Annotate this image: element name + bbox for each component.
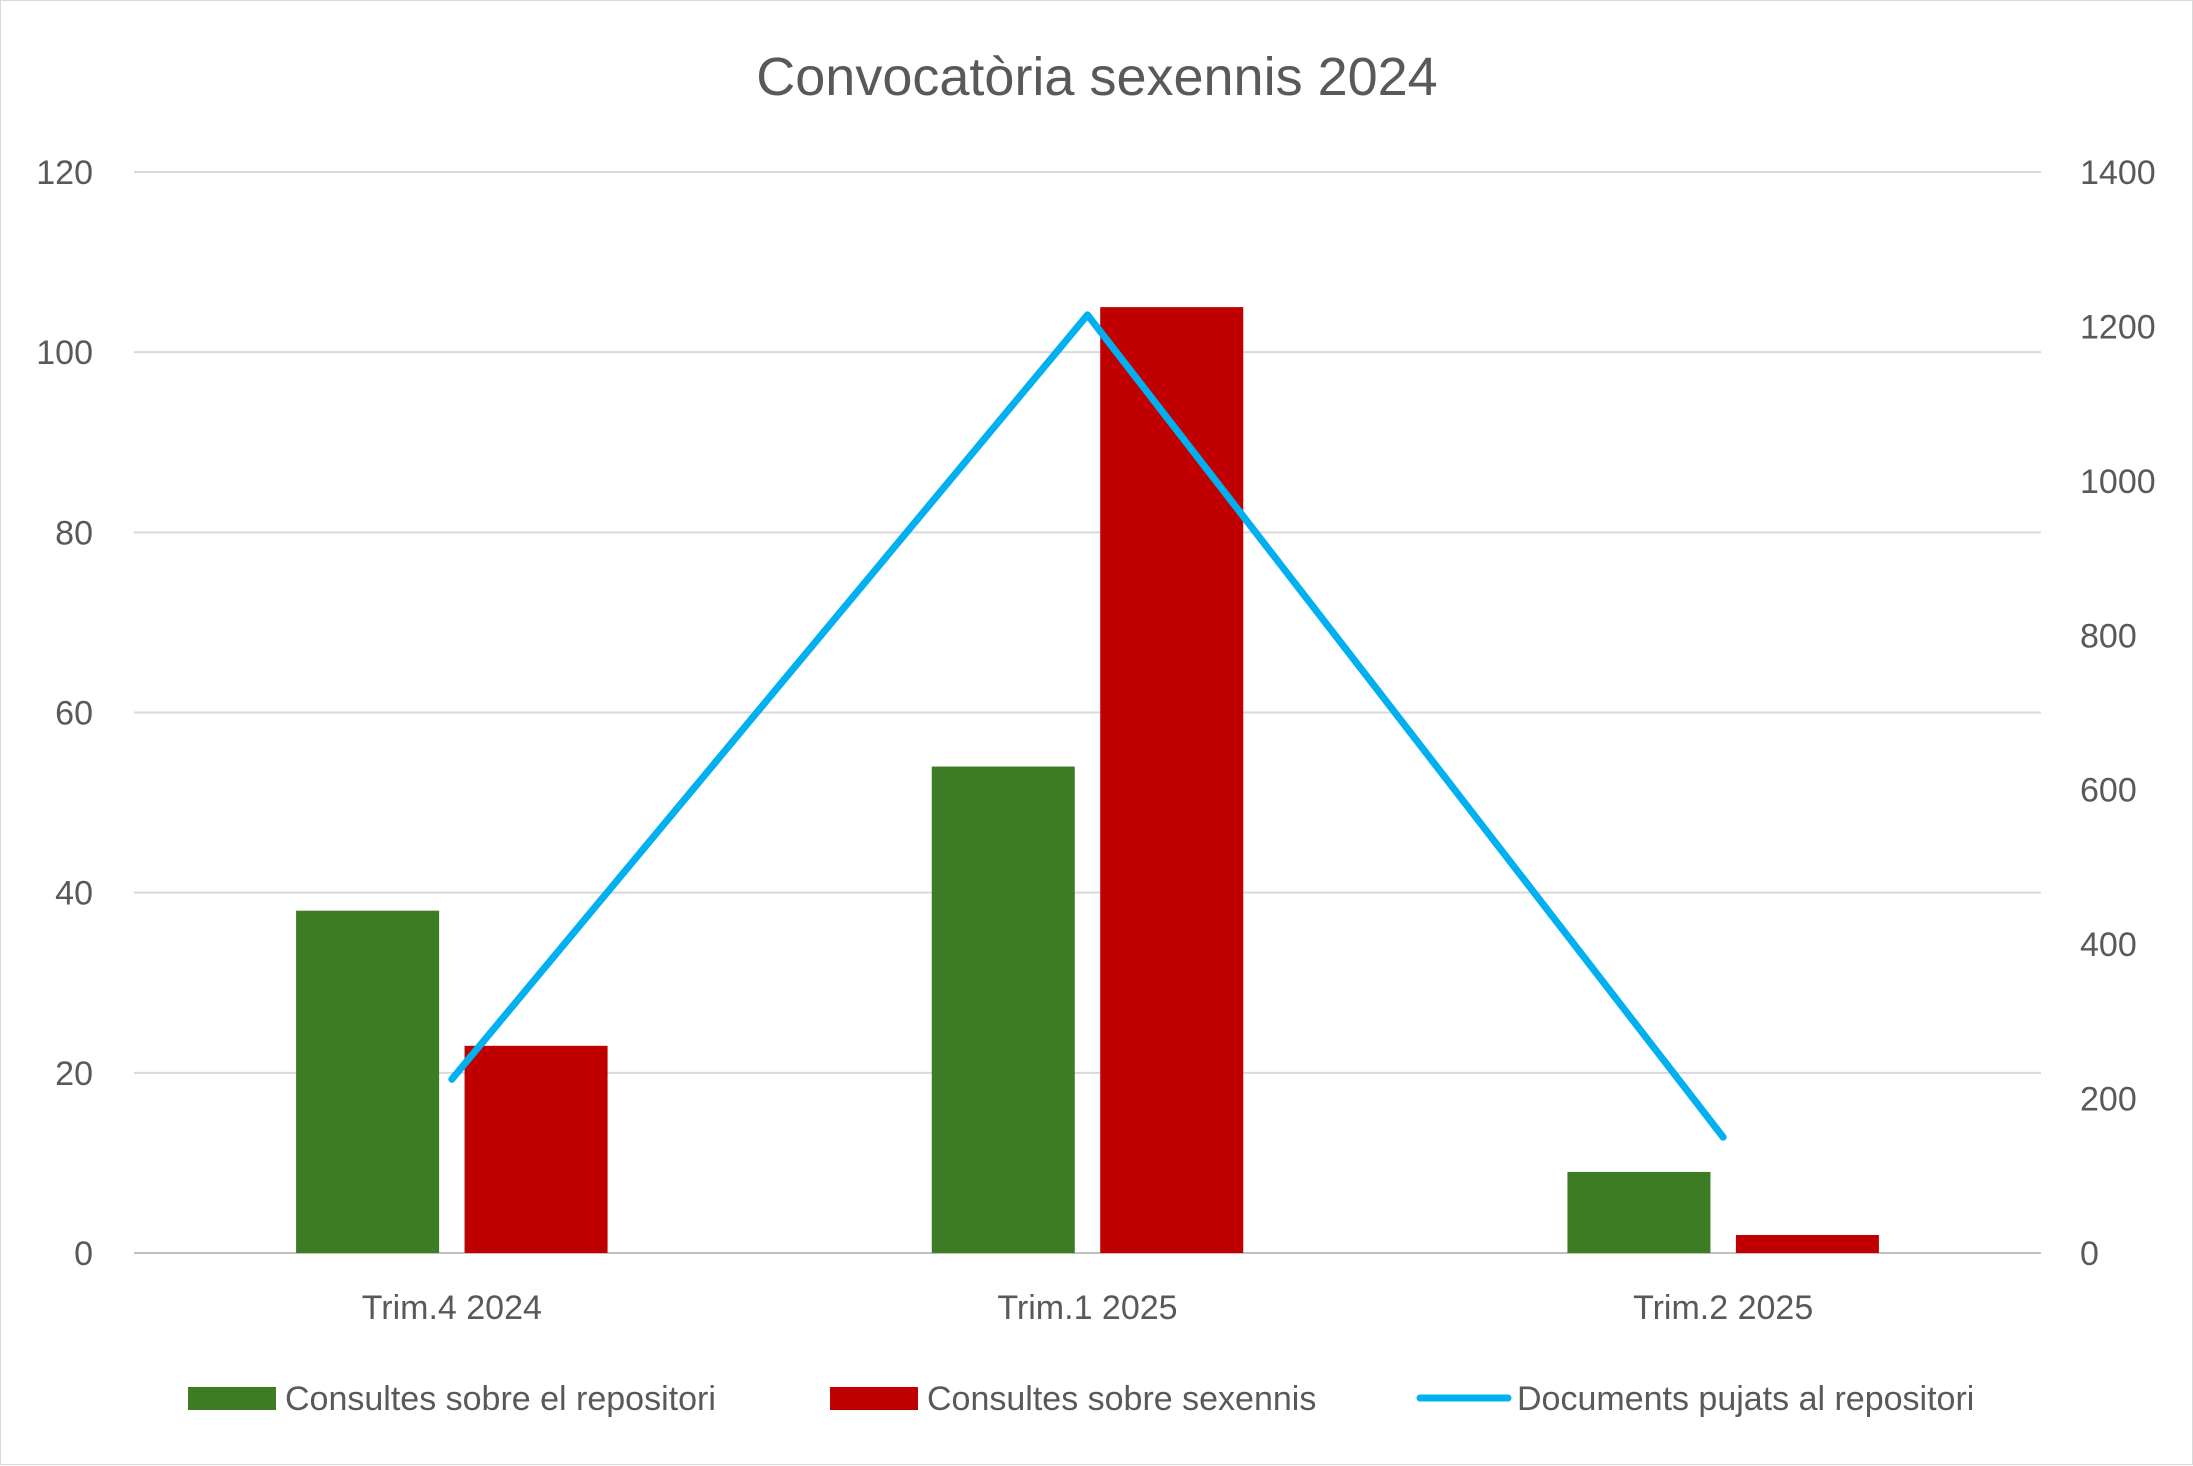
y-left-tick-label: 0 (74, 1235, 93, 1273)
legend-swatch (830, 1387, 918, 1410)
chart-title: Convocatòria sexennis 2024 (756, 47, 1437, 107)
bar (464, 1045, 608, 1253)
legend-label: Consultes sobre sexennis (927, 1380, 1316, 1418)
y-axis-left: 0 20 40 60 80 100 120 (36, 154, 93, 1273)
legend: Consultes sobre el repositori Consultes s… (188, 1380, 1974, 1418)
x-tick-label: Trim.4 2024 (362, 1289, 542, 1327)
y-right-tick-label: 600 (2080, 772, 2137, 810)
y-right-tick-label: 1000 (2080, 463, 2156, 501)
line-series (448, 311, 1727, 1141)
bar (1100, 307, 1244, 1253)
y-right-tick-label: 200 (2080, 1081, 2137, 1119)
y-left-tick-label: 20 (55, 1055, 93, 1093)
y-right-tick-label: 1200 (2080, 308, 2156, 346)
series-line (448, 311, 1727, 1141)
y-left-tick-label: 60 (55, 695, 93, 733)
legend-swatch (188, 1387, 276, 1410)
bar (296, 910, 440, 1253)
x-tick-label: Trim.2 2025 (1633, 1289, 1813, 1327)
gridlines (134, 171, 2041, 1254)
y-right-tick-label: 1400 (2080, 154, 2156, 192)
y-left-tick-label: 80 (55, 514, 93, 552)
legend-label: Consultes sobre el repositori (285, 1380, 716, 1418)
bar (1735, 1234, 1879, 1253)
bars (296, 307, 1879, 1253)
y-right-tick-label: 0 (2080, 1235, 2099, 1273)
x-axis: Trim.4 2024 Trim.1 2025 Trim.2 2025 (362, 1289, 1813, 1327)
bar (931, 766, 1075, 1253)
bar (1567, 1171, 1711, 1253)
legend-label: Documents pujats al repositori (1517, 1380, 1974, 1418)
y-left-tick-label: 120 (36, 154, 93, 192)
y-left-tick-label: 40 (55, 875, 93, 913)
y-axis-right: 0 200 400 600 800 1000 1200 1400 (2080, 154, 2156, 1273)
y-right-tick-label: 400 (2080, 926, 2137, 964)
y-right-tick-label: 800 (2080, 617, 2137, 655)
y-left-tick-label: 100 (36, 334, 93, 372)
x-tick-label: Trim.1 2025 (997, 1289, 1177, 1327)
